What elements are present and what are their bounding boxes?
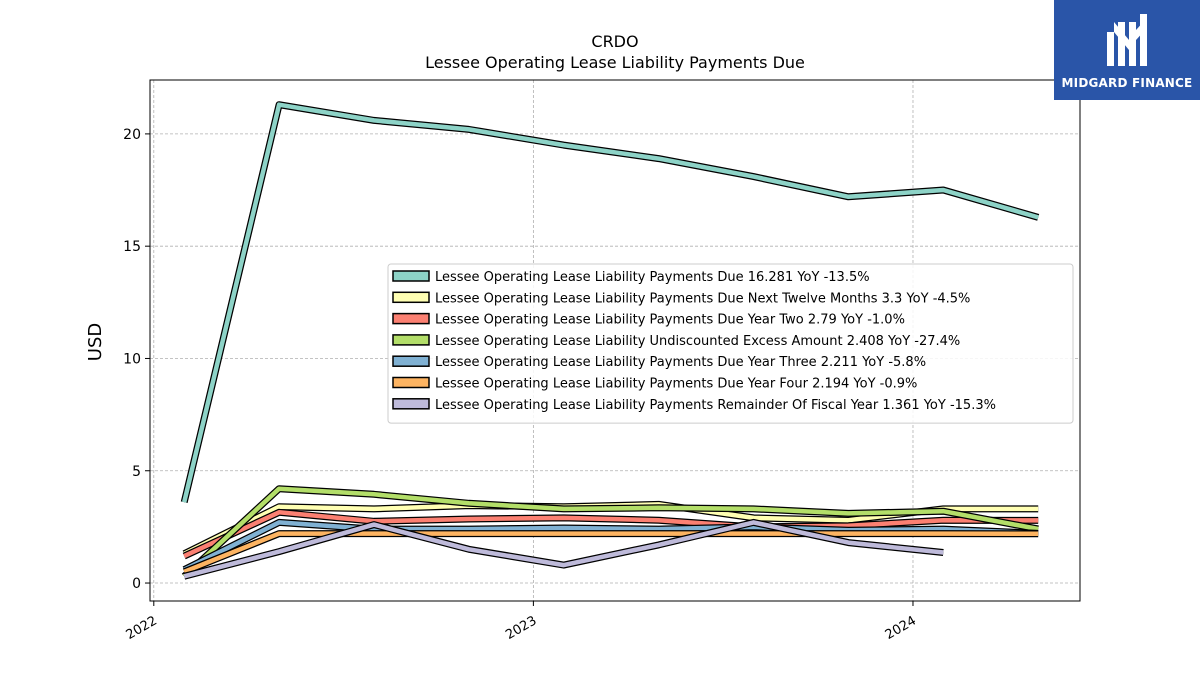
x-tick-label: 2024 <box>883 613 919 643</box>
legend-swatch <box>392 398 430 410</box>
legend-swatch <box>392 270 430 282</box>
legend-entry: Lessee Operating Lease Liability Payment… <box>435 291 970 306</box>
y-tick-label: 5 <box>132 464 141 480</box>
legend-swatch <box>392 355 430 367</box>
legend-entry: Lessee Operating Lease Liability Payment… <box>435 398 996 413</box>
x-tick-label: 2022 <box>124 613 160 643</box>
y-tick-label: 10 <box>123 351 141 367</box>
legend-swatch <box>392 376 430 389</box>
legend-entry: Lessee Operating Lease Liability Payment… <box>435 270 870 285</box>
series-line-3 <box>182 486 1039 578</box>
series-line-0 <box>182 102 1039 503</box>
brand-name: MIDGARD FINANCE <box>1061 76 1193 90</box>
y-tick-label: 0 <box>132 576 141 592</box>
chart-subtitle: Lessee Operating Lease Liability Payment… <box>425 53 805 72</box>
chart-title: CRDO <box>591 32 638 51</box>
legend-box <box>387 263 1074 424</box>
legend: Lessee Operating Lease Liability Payment… <box>387 263 1074 424</box>
legend-swatch <box>392 291 430 304</box>
series-line-4 <box>183 520 1039 572</box>
legend-swatch <box>392 312 430 325</box>
legend-swatch <box>392 334 430 346</box>
legend-entry: Lessee Operating Lease Liability Undisco… <box>435 334 960 349</box>
y-tick-label: 15 <box>123 239 141 255</box>
brand-logo: MIDGARD FINANCE <box>1054 0 1200 100</box>
y-tick-label: 20 <box>123 127 141 143</box>
midgard-logo-icon <box>1107 14 1147 66</box>
plot-frame <box>149 79 1081 602</box>
legend-entry: Lessee Operating Lease Liability Payment… <box>435 377 917 392</box>
series-line-6 <box>183 520 944 579</box>
series-line-5 <box>183 531 1039 574</box>
legend-entry: Lessee Operating Lease Liability Payment… <box>435 313 905 328</box>
legend-entry: Lessee Operating Lease Liability Payment… <box>435 355 926 370</box>
series-lines <box>180 101 1040 580</box>
series-line-2 <box>183 510 1039 559</box>
x-tick-label: 2023 <box>503 613 539 643</box>
y-axis-label: USD <box>85 323 106 361</box>
